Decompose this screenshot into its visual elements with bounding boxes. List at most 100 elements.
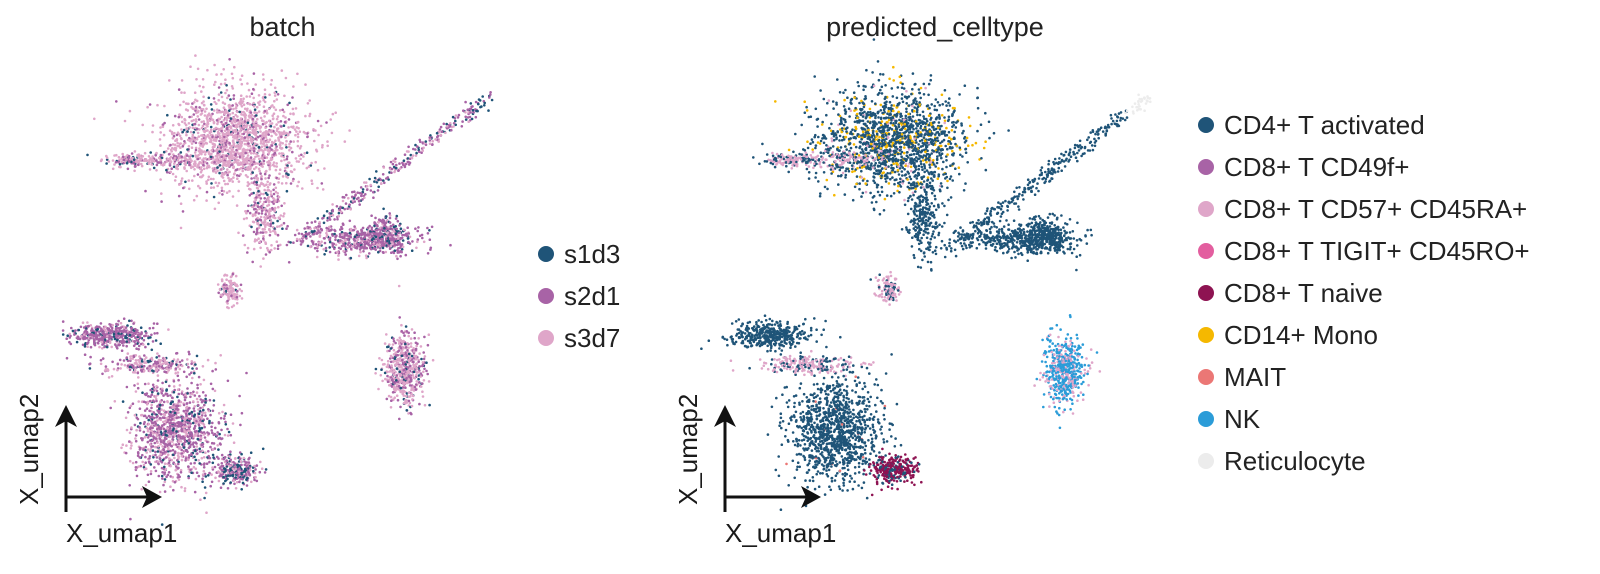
scatter-point	[194, 54, 197, 57]
scatter-point	[200, 112, 204, 115]
scatter-point	[220, 129, 223, 133]
scatter-point	[244, 151, 247, 155]
scatter-point	[190, 159, 193, 163]
scatter-point	[158, 411, 161, 415]
scatter-point	[179, 440, 183, 443]
scatter-point	[133, 150, 137, 153]
scatter-point	[233, 482, 236, 486]
scatter-point	[169, 475, 172, 478]
scatter-point	[173, 422, 176, 425]
scatter-point	[430, 225, 434, 229]
scatter-point	[407, 240, 410, 244]
scatter-point	[232, 124, 235, 128]
scatter-point	[238, 110, 241, 114]
scatter-point	[227, 124, 231, 128]
scatter-point	[185, 406, 188, 410]
scatter-point	[230, 155, 234, 158]
scatter-point	[106, 332, 109, 336]
scatter-point	[182, 403, 186, 407]
scatter-point	[175, 407, 179, 410]
scatter-point	[169, 426, 172, 430]
scatter-point	[387, 394, 391, 398]
scatter-point	[259, 116, 263, 120]
scatter-point	[275, 117, 279, 121]
scatter-point	[252, 147, 256, 150]
scatter-point	[177, 437, 180, 440]
scatter-point	[211, 409, 215, 413]
scatter-point	[398, 224, 401, 227]
scatter-point	[201, 365, 205, 368]
scatter-point	[146, 436, 150, 439]
scatter-point	[253, 182, 257, 186]
scatter-point	[370, 214, 373, 217]
scatter-point	[230, 121, 234, 125]
scatter-point	[262, 149, 265, 153]
scatter-point	[125, 161, 129, 165]
scatter-point	[273, 247, 277, 250]
scatter-point	[227, 94, 231, 97]
scatter-point	[142, 364, 146, 368]
scatter-point	[334, 111, 338, 114]
scatter-point	[193, 160, 197, 163]
scatter-point	[299, 145, 303, 148]
scatter-point	[239, 283, 243, 287]
scatter-point	[185, 169, 188, 173]
scatter-point	[240, 105, 244, 108]
scatter-point	[145, 402, 149, 406]
scatter-point	[254, 196, 258, 199]
scatter-point	[241, 481, 245, 485]
scatter-point	[176, 476, 180, 479]
scatter-point	[396, 338, 399, 342]
scatter-point	[218, 164, 222, 167]
scatter-point	[177, 378, 180, 382]
scatter-point	[262, 98, 266, 102]
scatter-point	[280, 223, 283, 227]
scatter-point	[343, 234, 346, 238]
scatter-point	[199, 498, 202, 502]
scatter-point	[231, 87, 235, 90]
scatter-point	[206, 417, 209, 421]
scatter-point	[292, 140, 296, 143]
scatter-point	[135, 416, 139, 420]
scatter-point	[119, 321, 123, 325]
scatter-point	[142, 400, 146, 404]
scatter-point	[201, 449, 204, 453]
scatter-point	[68, 340, 71, 344]
scatter-point	[226, 477, 229, 481]
scatter-point	[219, 486, 223, 490]
scatter-point	[173, 146, 177, 150]
scatter-point	[207, 178, 210, 182]
scatter-point	[224, 78, 227, 81]
scatter-point	[220, 462, 224, 465]
scatter-point	[214, 426, 217, 430]
scatter-point	[118, 358, 122, 362]
scatter-point	[99, 327, 103, 331]
scatter-point	[134, 359, 138, 362]
scatter-point	[229, 433, 233, 437]
scatter-point	[233, 172, 236, 175]
scatter-point	[196, 115, 200, 118]
scatter-point	[251, 220, 255, 224]
scatter-point	[209, 382, 213, 386]
scatter-point	[255, 117, 259, 121]
scatter-point	[173, 131, 176, 135]
scatter-point	[268, 217, 272, 220]
scatter-point	[226, 302, 229, 305]
scatter-point	[328, 238, 332, 242]
scatter-point	[195, 391, 199, 394]
scatter-point	[208, 131, 212, 135]
scatter-point	[376, 243, 379, 246]
scatter-point	[163, 490, 167, 493]
scatter-point	[145, 407, 149, 411]
scatter-point	[122, 158, 126, 162]
scatter-point	[331, 242, 334, 245]
scatter-point	[258, 200, 262, 203]
scatter-point	[266, 180, 270, 184]
scatter-point	[198, 84, 201, 88]
scatter-point	[300, 153, 303, 157]
scatter-point	[102, 342, 106, 345]
scatter-point	[248, 133, 251, 137]
scatter-point	[199, 406, 202, 410]
scatter-point	[218, 153, 221, 157]
scatter-point	[216, 130, 220, 134]
